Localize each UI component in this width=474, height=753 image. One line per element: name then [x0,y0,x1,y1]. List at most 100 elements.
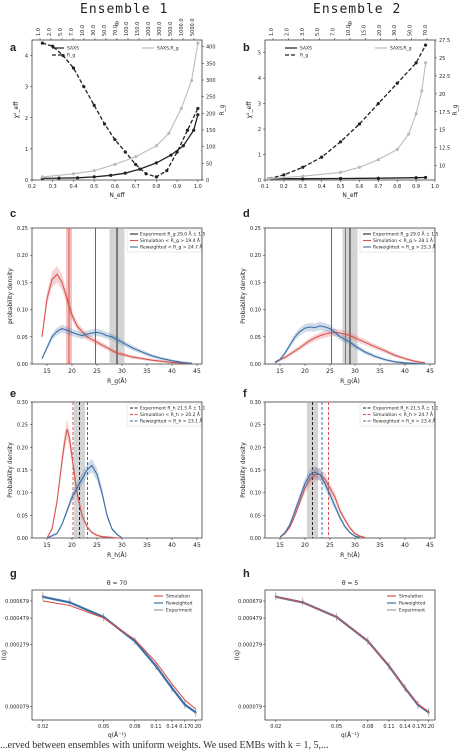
y2-tick-label-b: 27.5 [439,38,450,44]
legend-label-h: Reweighted [399,601,426,607]
data-point-b-2 [338,170,343,174]
data-point-a-1 [71,66,76,70]
data-point-a-1 [165,169,169,173]
column-title-ensemble-2: Ensemble 2 [313,2,402,17]
y-tick-label-f: 0.15 [250,468,261,474]
x-tick-label-g: 0.17 [179,724,190,730]
legend-label-f: Simulation < R_h > 24.7 Å [373,411,434,418]
series-line-c-1 [41,328,193,365]
plot-frame-g [31,589,203,721]
y2-tick-label-a: 400 [206,45,216,51]
y2-tick-label-b: 20 [439,92,445,98]
data-point-a-1 [154,175,158,179]
data-point-b-2 [267,177,271,181]
series-line-b-0 [268,176,426,180]
plot-frame-h [264,589,436,721]
y2-tick-label-b: 15 [439,128,445,134]
x-axis-label-b: N_eff [342,192,358,199]
series-line-b-1 [268,44,427,180]
x-tick-label-a: 0.3 [49,184,57,190]
x-tick-label-d: 40 [401,368,409,375]
legend-label-a: SAXS [67,46,79,52]
panel-label-b: b [243,42,250,54]
x-tick-label-c: 15 [43,368,51,375]
x-tick-label-f: 25 [326,542,334,549]
x-tick-label-f: 40 [401,542,409,549]
x-tick-label-e: 30 [118,542,126,549]
x-tick-label-b: 0.5 [337,184,345,190]
x-tick-label-g: 0.11 [150,724,161,730]
legend-label-g: Reweighted [166,601,193,607]
legend-label-d: Simulation < R_g > 28.1 Å [373,237,434,244]
x-tick-label-h: 0.02 [270,724,281,730]
series-line-b-2 [268,62,427,180]
x-tick-label-a: 0.6 [111,184,119,190]
panel-label-a: a [10,42,17,54]
y-tick-label-f: 0.05 [250,513,261,519]
data-point-a-1 [175,150,179,154]
y2-tick-label-a: 0 [206,178,209,184]
data-point-a-0 [76,176,80,180]
data-point-a-1 [123,150,127,154]
x-tick-label-c: 35 [143,368,151,375]
theta-tick-label-b: 7.0 [331,28,337,36]
y-tick-label-c: 0.00 [17,362,28,368]
y-axis-label-h: I(q) [234,650,241,660]
legend-label-b: SAXS [300,46,312,52]
y2-tick-label-a: 200 [206,111,216,117]
legend-label-f: Reweighted < R_h > 23.4 Å [373,418,436,425]
legend-label-b: SAXS,R_g [390,46,412,52]
x-tick-label-b: 0.3 [299,184,307,190]
data-point-b-0 [414,176,418,180]
y-tick-label-e: 0.10 [17,491,28,497]
figure-caption: ...erved between ensembles with uniform … [0,740,329,751]
x-tick-label-b: 0.1 [261,184,269,190]
legend-label-c: Reweighted < R_g > 24.7 Å [140,244,203,251]
x-tick-label-b: 0.6 [355,184,363,190]
y-tick-label-h: 0.000279 [238,643,262,649]
data-point-a-2 [196,41,200,45]
legend-box-d [359,229,435,253]
y2-tick-label-b: 10 [439,164,445,170]
x-tick-label-a: 0.4 [69,184,77,190]
data-point-a-0 [169,153,173,157]
theta-tick-label-b: 10.0 [346,25,352,36]
y-tick-label-f: 0.30 [250,400,261,406]
y-tick-label-f: 0.00 [250,536,261,542]
series-line-g-1 [42,595,197,714]
x-tick-label-e: 45 [193,542,201,549]
panel-label-e: e [10,388,17,400]
x-tick-label-f: 15 [276,542,284,549]
y-tick-label-d: 0.25 [250,226,261,232]
series-line-a-2 [42,43,199,178]
legend-label-c: Simulation < R_g > 19.4 Å [140,237,201,244]
data-point-b-0 [301,177,305,181]
legend-label-g: Experiment [166,608,192,614]
data-point-a-0 [57,176,61,180]
x-tick-label-a: 0.5 [90,184,98,190]
x-tick-label-e: 35 [143,542,151,549]
y-tick-label-b: 0 [258,178,261,184]
y-tick-label-g: 0.000279 [5,643,29,649]
series-line-a-0 [42,114,199,180]
data-point-a-2 [92,169,96,173]
x-tick-label-g: 0.02 [37,724,48,730]
x-tick-label-f: 30 [351,542,359,549]
y-tick-label-e: 0.05 [17,513,28,519]
y-tick-label-e: 0.20 [17,445,28,451]
x-axis-label-g: q(Å⁻¹) [108,732,126,739]
y-tick-label-c: 0.05 [17,335,28,341]
legend-box-c [126,229,202,253]
y-tick-label-a: 1 [25,147,28,153]
y-tick-label-h: 0.000479 [238,616,262,622]
x-tick-label-e: 20 [68,542,76,549]
data-point-a-0 [92,175,96,179]
x-tick-label-b: 0.9 [412,184,420,190]
x-tick-label-g: 0.05 [98,724,109,730]
x-tick-label-e: 40 [168,542,176,549]
data-point-b-1 [338,140,343,144]
data-point-a-1 [144,172,148,176]
data-point-a-1 [113,137,117,142]
y-tick-label-g: 0.000079 [5,705,29,711]
